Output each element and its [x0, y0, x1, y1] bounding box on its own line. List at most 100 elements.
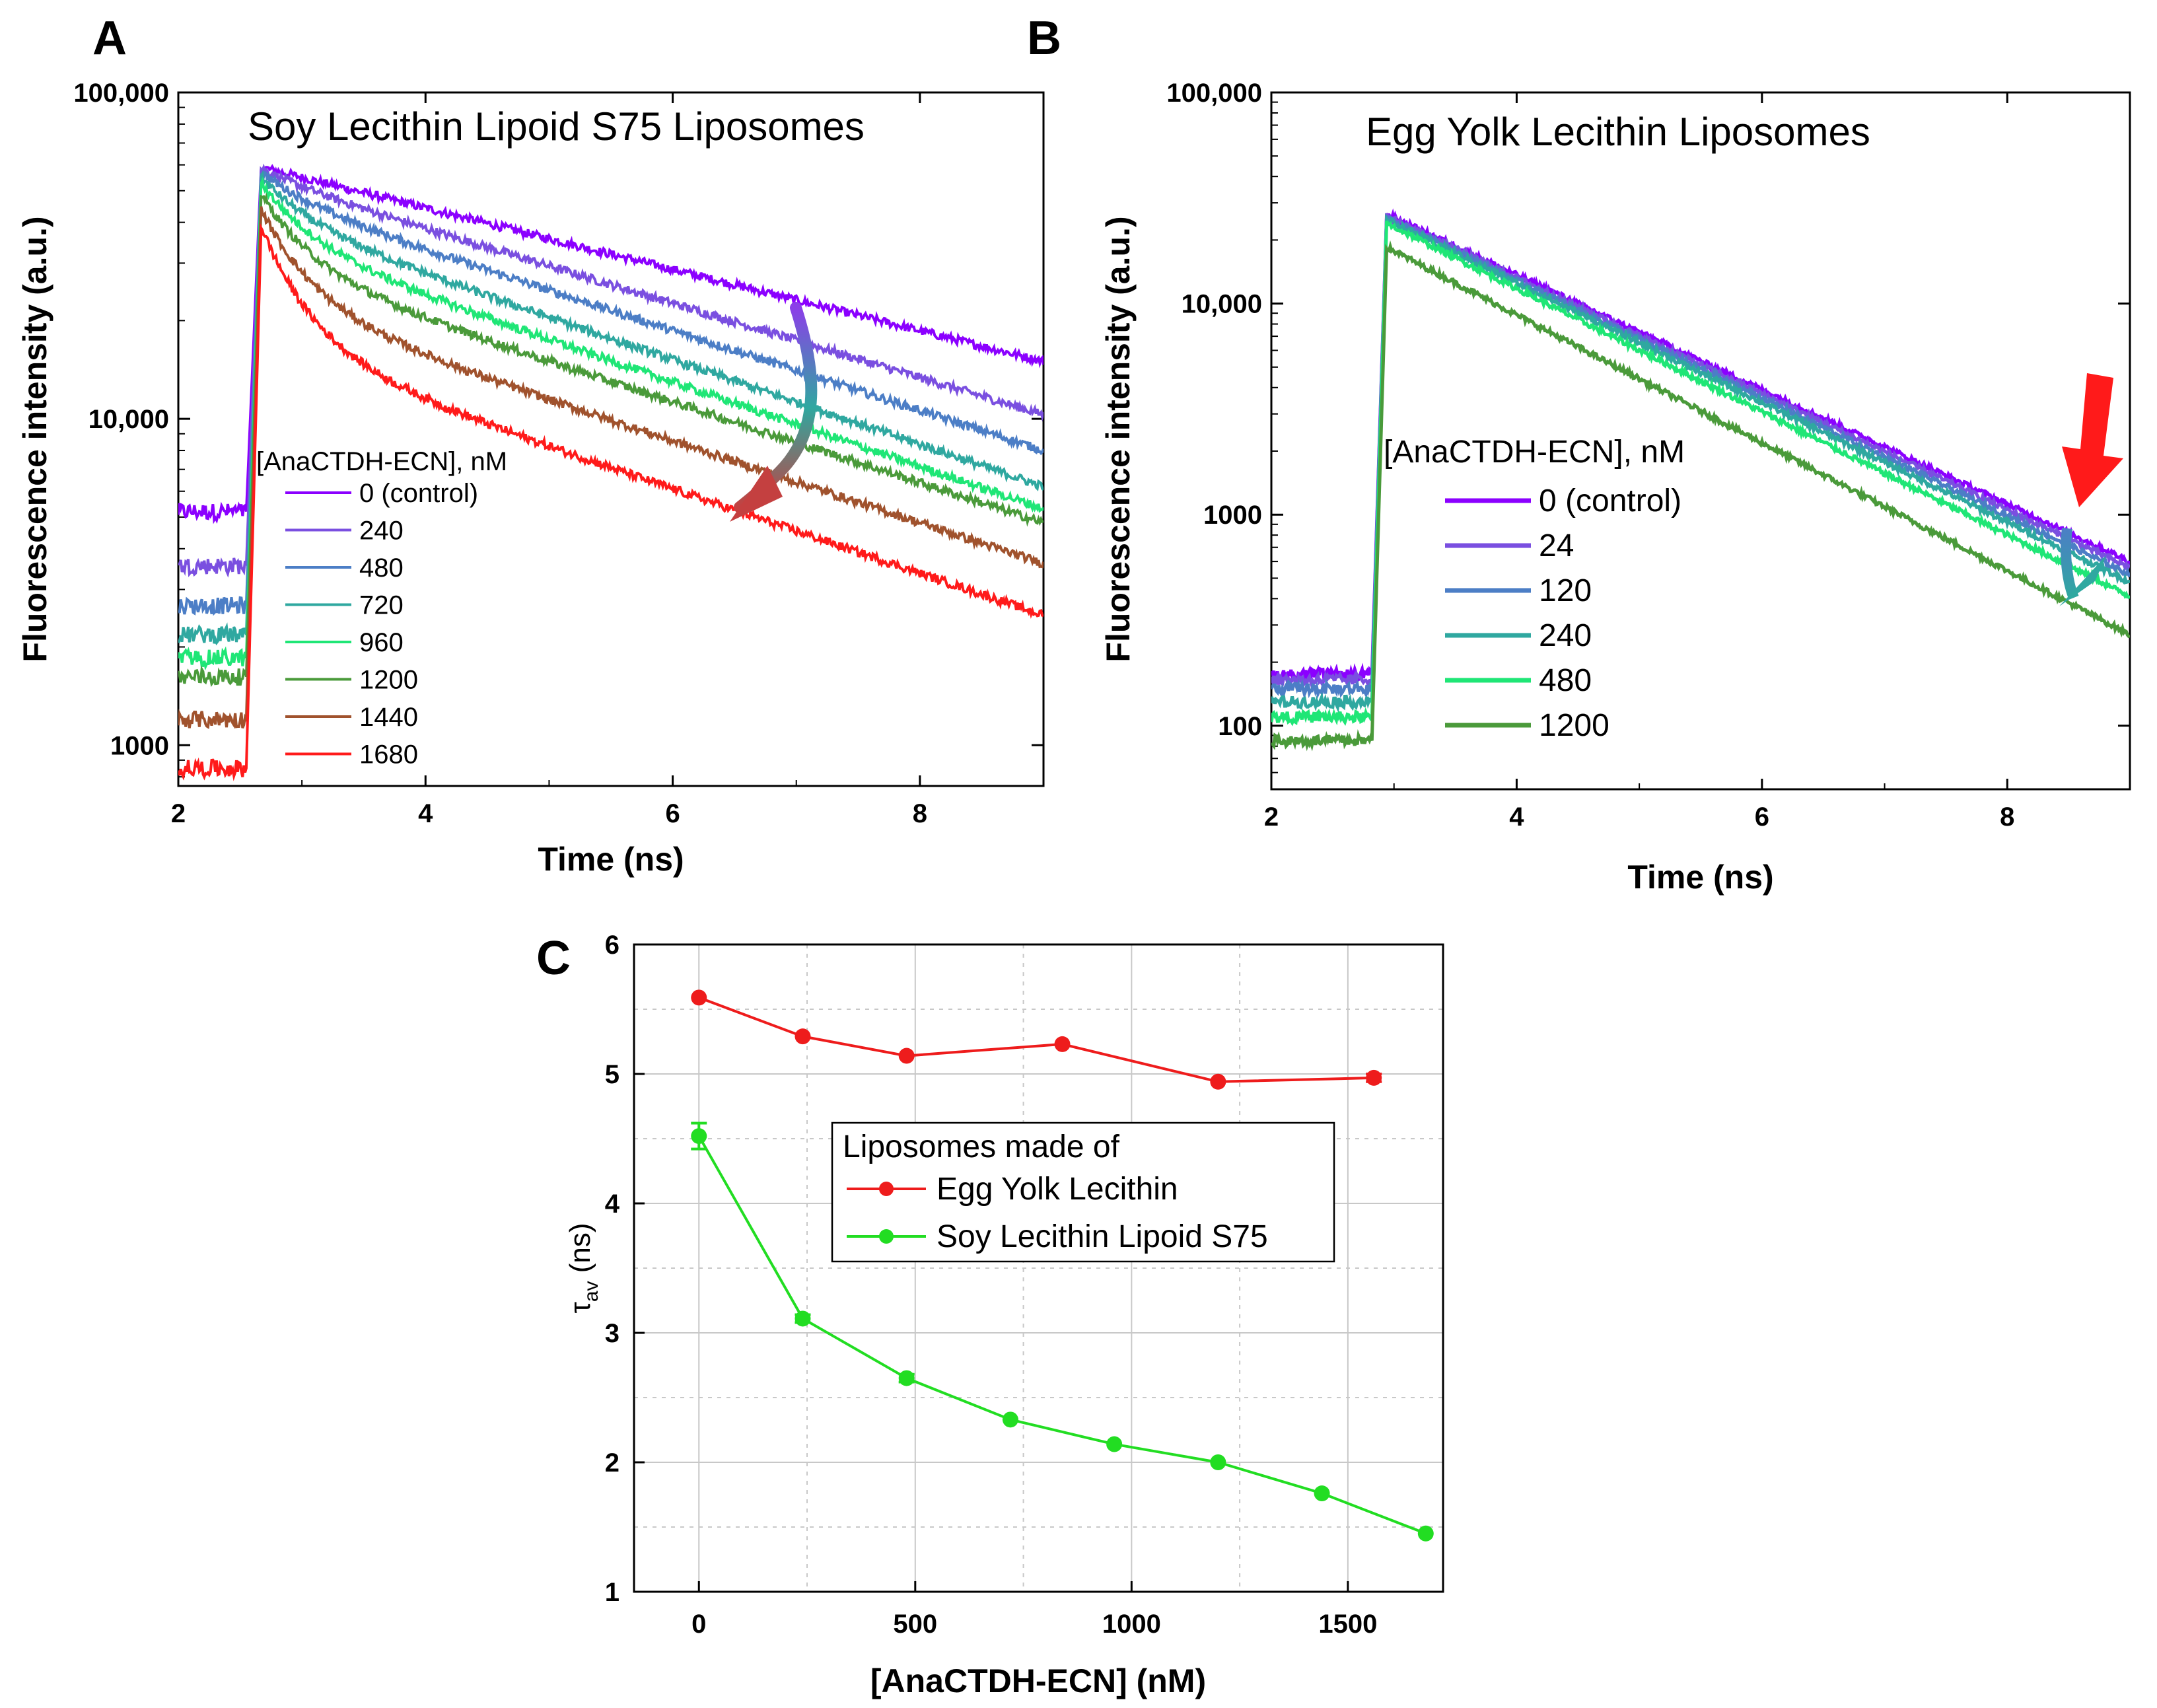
panel-a-frame — [177, 91, 1045, 787]
panel-b-legend: [AnaCTDH-ECN], nM 0 (control) 24 120 240 480… — [1384, 435, 1685, 743]
x-tick-label: 1500 — [1318, 1610, 1377, 1639]
panel-a: A Soy Lecithin Lipoid S75 Liposomes 2 4 6 8… — [17, 12, 1045, 878]
panel-b-title: Egg Yolk Lecithin Liposomes — [1366, 110, 1870, 154]
panel-c-legend-title: Liposomes made of — [843, 1129, 1120, 1164]
panel-c-y-label: τav (ns) — [564, 1223, 602, 1313]
data-point — [691, 1128, 707, 1145]
data-point — [1210, 1454, 1226, 1470]
series-line-720 — [178, 169, 1043, 646]
data-point — [1106, 1436, 1123, 1452]
legend-label: Soy Lecithin Lipoid S75 — [937, 1219, 1268, 1254]
legend-label: 480 — [359, 553, 404, 583]
x-tick-label: 500 — [893, 1610, 937, 1639]
panel-a-letter: A — [92, 12, 127, 65]
series-line-960 — [178, 176, 1043, 671]
panel-b-legend-title: [AnaCTDH-ECN], nM — [1384, 435, 1685, 470]
legend-label: 240 — [359, 516, 404, 546]
panel-b-letter: B — [1027, 12, 1061, 65]
y-tick-label: 5 — [605, 1060, 619, 1089]
panel-a-y-label: Fluorescence intensity (a.u.) — [17, 216, 53, 662]
series-line-480 — [1271, 220, 2130, 727]
panel-c-axes: 0 500 1000 1500 1 2 3 4 5 6 — [605, 931, 1378, 1639]
panel-c-legend-box — [831, 1121, 1335, 1263]
panel-a-legend-title: [AnaCTDH-ECN], nM — [256, 447, 507, 476]
legend-label: 1200 — [1539, 708, 1609, 743]
legend-label: 720 — [359, 591, 404, 620]
series-line-1200 — [1271, 240, 2130, 752]
x-tick-label: 1000 — [1102, 1610, 1161, 1639]
x-tick-label: 6 — [1755, 802, 1769, 832]
panel-a-arrow-head — [730, 466, 783, 522]
x-tick-label: 0 — [691, 1610, 706, 1639]
panel-b-red-arrow — [2062, 373, 2123, 507]
x-tick-label: 8 — [2000, 802, 2014, 832]
panel-a-x-label: Time (ns) — [538, 841, 684, 878]
panel-c-series — [691, 989, 1434, 1542]
y-tick-label: 1 — [605, 1578, 619, 1607]
legend-label: 1440 — [359, 703, 418, 732]
panel-b-x-label: Time (ns) — [1627, 859, 1773, 896]
panel-b-trend-arrow — [2059, 528, 2107, 606]
data-point — [1054, 1036, 1071, 1052]
x-tick-label: 2 — [1264, 802, 1279, 832]
panel-b-series — [1271, 208, 2130, 752]
legend-label: Egg Yolk Lecithin — [937, 1172, 1178, 1207]
panel-a-axes: 2 4 6 8 1000 10,000 100,000 — [73, 79, 1043, 828]
legend-label: 240 — [1539, 618, 1592, 653]
series-line-0-control- — [1271, 208, 2130, 686]
data-point — [1417, 1525, 1434, 1542]
series-line-240 — [1271, 213, 2130, 713]
legend-label: 120 — [1539, 573, 1592, 608]
data-point — [1210, 1073, 1226, 1090]
legend-label: 480 — [1539, 663, 1592, 698]
y-tick-label: 100,000 — [1166, 79, 1262, 108]
x-tick-label: 8 — [913, 799, 927, 828]
legend-marker — [879, 1182, 894, 1196]
legend-label: 960 — [359, 628, 404, 657]
panel-b-frame — [1270, 91, 2131, 791]
panel-c-legend: Liposomes made of Egg Yolk Lecithin Soy L… — [831, 1121, 1335, 1263]
y-tick-label: 1000 — [110, 731, 169, 760]
data-point — [898, 1370, 915, 1386]
data-point — [898, 1048, 915, 1064]
y-tick-label: 100,000 — [73, 79, 169, 108]
panel-a-legend: [AnaCTDH-ECN], nM 0 (control) 240 480 720 96… — [256, 447, 507, 769]
y-tick-label: 6 — [605, 931, 619, 960]
panel-b: B Egg Yolk Lecithin Liposomes 2 4 6 8100100… — [1027, 12, 2131, 896]
data-point — [795, 1028, 811, 1045]
data-point — [1314, 1485, 1330, 1502]
data-point — [1366, 1069, 1382, 1086]
y-tick-label: 10,000 — [88, 405, 169, 434]
x-tick-label: 6 — [665, 799, 680, 828]
x-tick-label: 4 — [1509, 802, 1524, 832]
y-tick-label: 2 — [605, 1448, 619, 1477]
data-point — [795, 1310, 811, 1327]
series-line-1 — [697, 1135, 1427, 1535]
y-tick-label: 4 — [605, 1190, 620, 1219]
series-line-0 — [698, 996, 1374, 1083]
x-tick-label: 4 — [418, 799, 433, 828]
y-tick-label: 100 — [1218, 712, 1262, 741]
panel-c-frame — [633, 943, 1444, 1593]
y-tick-label: 1000 — [1203, 501, 1262, 530]
panel-c-letter: C — [536, 932, 571, 985]
y-tick-label: 10,000 — [1182, 290, 1262, 319]
series-line-1200 — [178, 192, 1043, 688]
y-tick-label: 3 — [605, 1319, 619, 1348]
series-line-480 — [178, 170, 1043, 616]
data-point — [1002, 1411, 1018, 1428]
panel-c-grid — [634, 944, 1443, 1592]
legend-label: 0 (control) — [359, 479, 478, 508]
x-tick-label: 2 — [171, 799, 186, 828]
legend-label: 1680 — [359, 740, 418, 769]
series-line-1680 — [178, 223, 1043, 781]
panel-b-y-label: Fluorescence intensity (a.u.) — [1100, 216, 1137, 662]
legend-label: 24 — [1539, 528, 1574, 563]
data-point — [691, 989, 707, 1006]
panel-a-title: Soy Lecithin Lipoid S75 Liposomes — [248, 104, 865, 149]
series-line-0-control- — [178, 164, 1043, 524]
panel-a-trend-arrow — [730, 302, 818, 522]
series-line-1440 — [178, 206, 1043, 729]
